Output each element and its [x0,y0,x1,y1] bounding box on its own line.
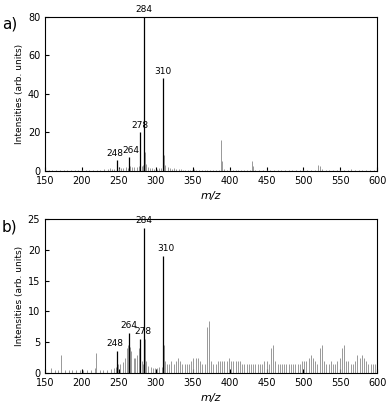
Text: 264: 264 [121,321,138,330]
Y-axis label: Intensities (arb. units): Intensities (arb. units) [15,44,24,144]
X-axis label: m/z: m/z [201,393,221,403]
Text: 284: 284 [136,5,152,14]
Text: a): a) [2,17,17,32]
Text: 310: 310 [158,244,175,253]
Text: 278: 278 [134,327,151,336]
Text: 284: 284 [136,216,152,225]
Text: 278: 278 [131,121,148,130]
Text: b): b) [2,219,18,234]
Text: 264: 264 [122,146,139,155]
Text: 248: 248 [106,149,123,158]
X-axis label: m/z: m/z [201,191,221,201]
Text: 310: 310 [154,67,172,76]
Y-axis label: Intensities (arb. units): Intensities (arb. units) [15,246,24,346]
Text: 248: 248 [106,339,123,348]
